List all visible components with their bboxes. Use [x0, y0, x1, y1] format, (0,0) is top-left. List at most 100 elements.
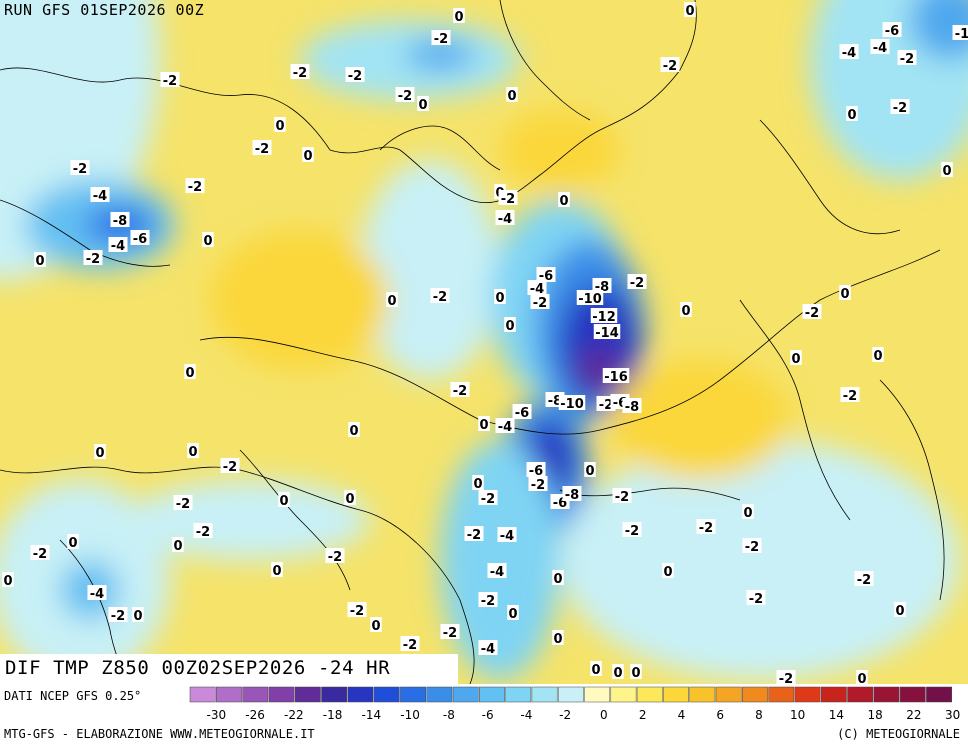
legend-swatch [742, 686, 768, 703]
contour-label: -2 [696, 519, 716, 536]
legend-swatch [189, 686, 216, 703]
svg-text:-2: -2 [749, 592, 763, 607]
svg-text:-4: -4 [530, 282, 544, 297]
legend-tick-label: 4 [678, 708, 686, 722]
legend-tick-label: -14 [362, 708, 382, 722]
svg-text:0: 0 [840, 287, 849, 302]
contour-label: -6 [512, 404, 532, 421]
svg-text:-2: -2 [111, 609, 125, 624]
svg-text:0: 0 [303, 149, 312, 164]
title-box: DIF TMP Z850 00Z02SEP2026 -24 HR [0, 654, 458, 684]
legend-tick-label: 10 [790, 708, 805, 722]
svg-text:0: 0 [553, 632, 562, 647]
svg-text:0: 0 [345, 492, 354, 507]
contour-label: -4 [87, 585, 107, 602]
svg-text:0: 0 [495, 291, 504, 306]
svg-text:-2: -2 [843, 389, 857, 404]
svg-text:-2: -2 [531, 478, 545, 493]
contour-label: 0 [34, 252, 46, 269]
legend-swatch [873, 686, 900, 703]
legend-swatch [610, 686, 637, 703]
svg-text:0: 0 [559, 194, 568, 209]
contour-label: 0 [132, 607, 144, 624]
contour-label: -16 [602, 368, 630, 385]
contour-label: 0 [684, 2, 696, 19]
svg-text:0: 0 [857, 672, 866, 684]
legend-tick-label: -6 [482, 708, 494, 722]
map-title: DIF TMP Z850 00Z02SEP2026 -24 HR [5, 657, 391, 679]
svg-text:-2: -2 [255, 142, 269, 157]
svg-text:0: 0 [591, 663, 600, 678]
svg-text:-2: -2 [86, 252, 100, 267]
legend-tick-label: -8 [443, 708, 455, 722]
svg-text:-4: -4 [490, 565, 504, 580]
contour-label: 0 [271, 562, 283, 579]
contour-label: -4 [495, 418, 515, 435]
svg-text:-2: -2 [599, 398, 613, 413]
contour-label: 0 [552, 630, 564, 647]
svg-text:-10: -10 [560, 397, 584, 412]
legend-tick-label: -2 [559, 708, 571, 722]
svg-text:0: 0 [505, 319, 514, 334]
svg-text:0: 0 [275, 119, 284, 134]
svg-text:0: 0 [371, 619, 380, 634]
contour-label: -2 [478, 490, 498, 507]
svg-text:0: 0 [847, 108, 856, 123]
contour-label: -2 [450, 382, 470, 399]
svg-text:0: 0 [473, 477, 482, 492]
legend-tick-label: 22 [906, 708, 921, 722]
svg-text:-2: -2 [434, 32, 448, 47]
contour-label: 0 [552, 570, 564, 587]
contour-labels: 0-2-2-2-2-2000-20-2-2-40-20-4-8-4-60-20-… [2, 2, 968, 684]
svg-text:0: 0 [349, 424, 358, 439]
legend-tick-label: 2 [639, 708, 647, 722]
svg-text:0: 0 [685, 4, 694, 19]
contour-label: -4 [527, 280, 547, 297]
svg-text:-4: -4 [481, 642, 495, 657]
contour-label: 0 [453, 8, 465, 25]
contour-label: 0 [172, 537, 184, 554]
contour-label: -2 [530, 294, 550, 311]
svg-text:-2: -2 [699, 521, 713, 536]
contour-label: 0 [839, 285, 851, 302]
contour-label: -12 [590, 308, 618, 325]
svg-text:-6: -6 [885, 24, 899, 39]
svg-text:-4: -4 [498, 212, 512, 227]
svg-text:0: 0 [585, 464, 594, 479]
legend-tick-label: 14 [829, 708, 844, 722]
legend-swatch [663, 686, 689, 703]
temperature-field-4 [405, 40, 475, 70]
svg-text:-16: -16 [604, 370, 628, 385]
run-label: RUN GFS 01SEP2026 00Z [4, 1, 205, 19]
legend-swatch [557, 686, 584, 703]
temperature-field-13 [560, 440, 960, 680]
weather-map: 0-2-2-2-2-2000-20-2-2-40-20-4-8-4-60-20-… [0, 0, 968, 684]
contour-label: 0 [472, 475, 484, 492]
svg-text:-8: -8 [548, 394, 562, 409]
legend-swatch [479, 686, 505, 703]
svg-text:0: 0 [203, 234, 212, 249]
contour-label: 0 [872, 347, 884, 364]
contour-label: -8 [562, 486, 582, 503]
svg-text:0: 0 [743, 506, 752, 521]
svg-text:-2: -2 [348, 69, 362, 84]
svg-text:-4: -4 [90, 587, 104, 602]
temperature-field-5 [360, 160, 500, 380]
svg-text:-2: -2 [176, 497, 190, 512]
contour-label: -2 [802, 304, 822, 321]
contour-label: 0 [187, 443, 199, 460]
contour-label: 0 [94, 444, 106, 461]
legend-swatch [373, 686, 400, 703]
contour-label: -2 [160, 72, 180, 89]
legend-tick-label: 30 [945, 708, 960, 722]
svg-text:-4: -4 [873, 41, 887, 56]
contour-label: 0 [558, 192, 570, 209]
svg-text:0: 0 [873, 349, 882, 364]
contour-label: -2 [252, 140, 272, 157]
svg-text:-2: -2 [350, 604, 364, 619]
contour-label: -10 [558, 395, 586, 412]
legend-swatch [820, 686, 847, 703]
svg-text:-2: -2 [443, 626, 457, 641]
legend-swatch [715, 686, 742, 703]
svg-text:-2: -2 [433, 290, 447, 305]
